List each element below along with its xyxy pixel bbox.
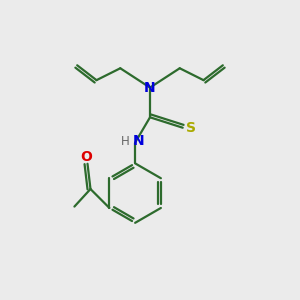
Text: H: H [121,135,130,148]
Text: N: N [132,134,144,148]
Text: N: N [144,81,156,94]
Text: O: O [80,150,92,164]
Text: S: S [186,121,196,135]
